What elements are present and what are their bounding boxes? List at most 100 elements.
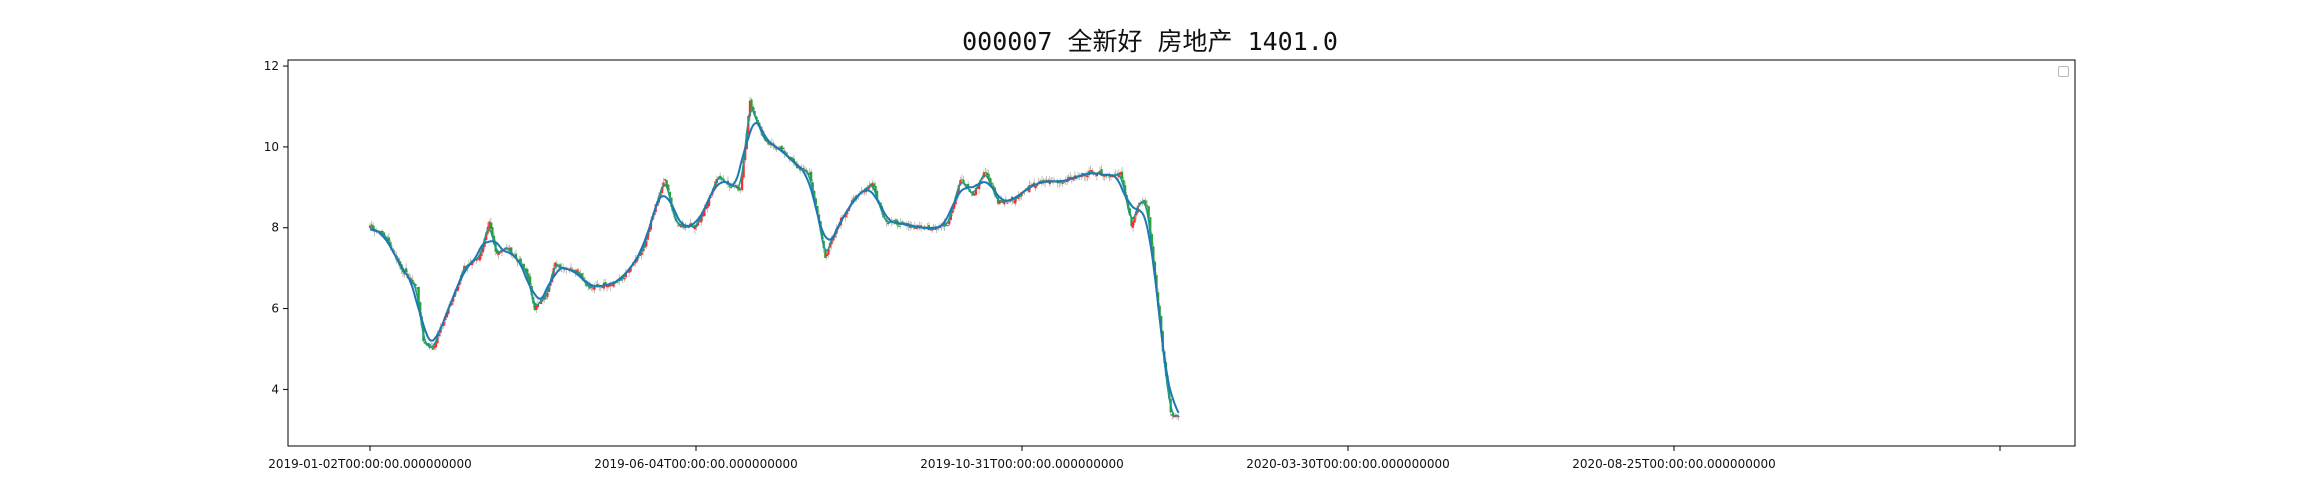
candle-body [973, 193, 976, 196]
y-axis: 4 6 8 10 12 [264, 59, 288, 396]
candle-body [525, 268, 529, 275]
candle-body [706, 203, 709, 209]
candle-body [887, 222, 890, 225]
candle-body [405, 268, 408, 272]
candle-body [496, 250, 499, 254]
candle-body [1147, 206, 1150, 218]
candle-body [541, 300, 544, 302]
candle-body [582, 277, 585, 280]
candle-body [580, 273, 584, 279]
candle-body [500, 251, 503, 253]
candle-body [748, 100, 752, 117]
candle-body [751, 106, 755, 111]
candle-body [1084, 175, 1088, 177]
x-tick-label: 2019-10-31T00:00:00.000000000 [920, 457, 1124, 471]
candle-body [730, 186, 733, 188]
candle-body [1141, 200, 1144, 202]
candle-body [959, 180, 962, 186]
candle-body [984, 172, 987, 174]
candle-body [645, 241, 648, 247]
candle-body [814, 198, 817, 205]
candle-body [866, 186, 869, 191]
candle-body [579, 273, 582, 276]
y-tick-label: 12 [264, 59, 279, 73]
candle-body [946, 225, 949, 227]
candle-body [824, 248, 827, 259]
candle-body [662, 182, 665, 187]
candle-body [368, 225, 372, 228]
candle-body [546, 293, 549, 298]
candle-body [478, 254, 481, 261]
candle-body [1168, 385, 1171, 399]
candle-body [547, 287, 551, 292]
candle-body [1072, 179, 1075, 181]
candle-body [437, 334, 441, 337]
candle-body [719, 175, 722, 179]
candle-body [510, 247, 513, 255]
candle-body [627, 270, 631, 273]
candle-body [1130, 217, 1133, 227]
ma-line-long [369, 121, 1180, 414]
y-tick-label: 6 [271, 302, 279, 316]
candle-body [893, 219, 896, 221]
candle-body [640, 251, 643, 256]
candle-body [442, 321, 445, 326]
candle-body [703, 207, 706, 216]
candle-body [612, 281, 615, 287]
candle-body [682, 227, 686, 229]
candle-body [750, 99, 753, 109]
candle-body [844, 213, 847, 218]
candle-body [810, 171, 813, 182]
candle-body [514, 253, 518, 259]
candle-body [1103, 175, 1106, 177]
x-axis: 2019-01-02T00:00:00.000000000 2019-06-04T… [268, 446, 2001, 471]
candle-body [423, 342, 427, 344]
candle-body [1095, 173, 1099, 177]
candle-body [596, 283, 599, 286]
candle-body [943, 221, 946, 227]
candle-body [1142, 199, 1146, 202]
candle-body [1108, 176, 1111, 178]
candle-body [576, 269, 579, 274]
candle-body [518, 259, 521, 261]
candle-body [1153, 261, 1157, 277]
candle-body [659, 193, 662, 197]
candle-body [527, 273, 530, 279]
candle-body [1036, 184, 1039, 186]
candle-body [555, 263, 558, 267]
candle-body [949, 214, 952, 220]
candle-body [846, 212, 849, 215]
candle-body [1045, 179, 1048, 181]
candle-body [692, 226, 695, 228]
candle-body [985, 172, 989, 175]
candle-body [792, 158, 795, 162]
candle-body [948, 219, 951, 225]
candle-body [508, 247, 511, 251]
candle-body [700, 215, 703, 223]
legend-box [2058, 66, 2069, 77]
candle-body [808, 172, 811, 176]
candle-body [1039, 180, 1042, 183]
candle-body [1014, 198, 1017, 204]
candle-body [962, 179, 965, 184]
candle-body [489, 222, 492, 230]
candle-body [708, 197, 711, 207]
candle-body [874, 185, 877, 193]
candle-body [409, 278, 412, 280]
candle-body [383, 232, 386, 236]
candle-body [488, 221, 491, 229]
candle-body [990, 182, 993, 185]
candle-body [967, 183, 970, 189]
candle-body [601, 287, 604, 289]
candle-body [965, 184, 968, 186]
candle-body [569, 267, 573, 269]
chart-title: 000007 全新好 房地产 1401.0 [962, 27, 1338, 56]
candle-body [664, 179, 667, 181]
candle-body [1086, 175, 1089, 178]
candle-body [998, 201, 1001, 205]
candle-body [522, 263, 525, 268]
candle-body [416, 287, 419, 289]
candle-body [780, 145, 783, 150]
candle-body [1144, 200, 1147, 205]
